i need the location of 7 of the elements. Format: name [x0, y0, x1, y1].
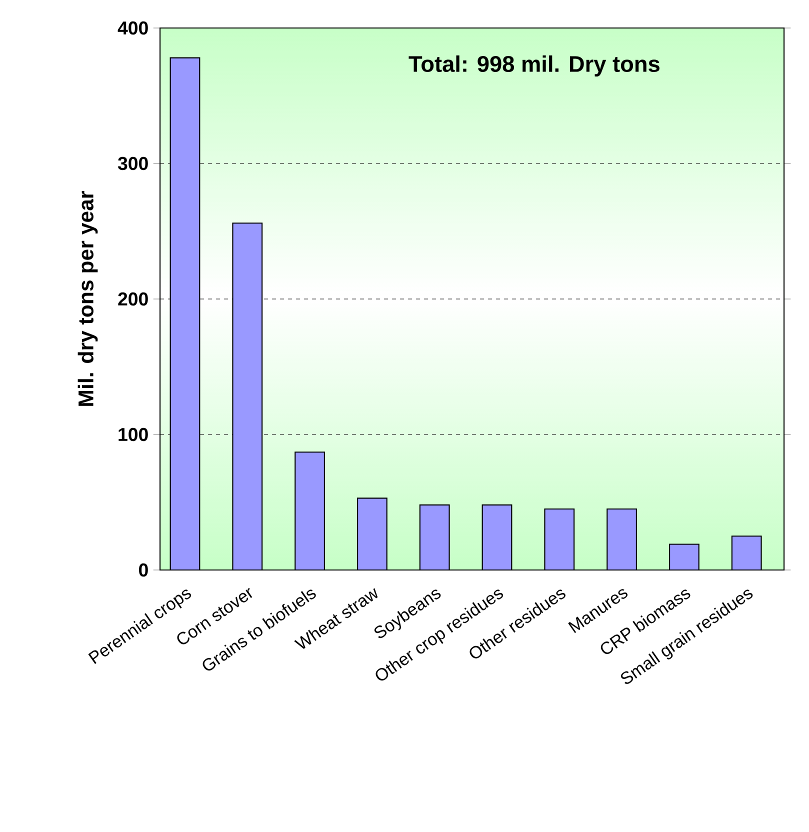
y-tick-label: 300 — [118, 156, 148, 170]
y-axis-title: Mil. dry tons per year — [78, 191, 98, 406]
y-tick-label: 200 — [118, 292, 148, 306]
y-tick-label: 100 — [118, 428, 148, 442]
annotation: Total: 998 mil. Dry tons — [408, 55, 660, 77]
y-tick-label: 400 — [118, 21, 148, 35]
y-tick-label: 0 — [139, 563, 148, 577]
